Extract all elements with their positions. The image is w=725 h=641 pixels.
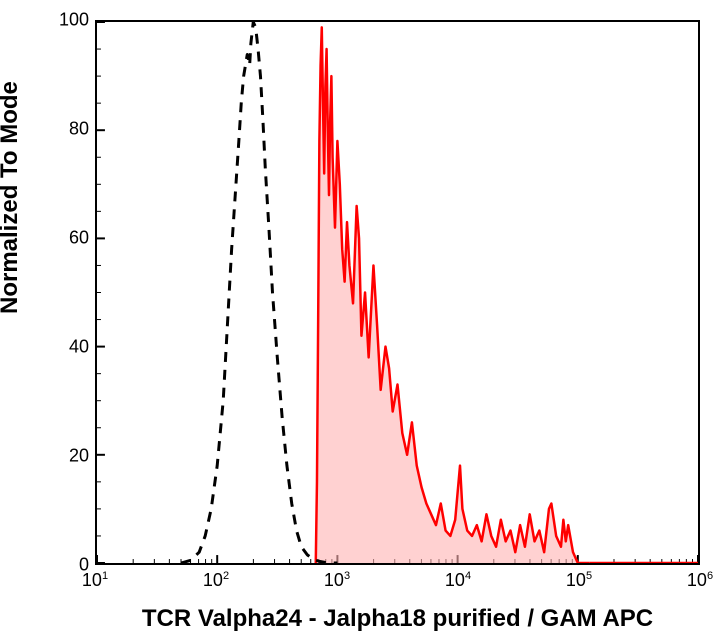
x-tick-label: 106 <box>687 570 713 591</box>
x-tick-label: 103 <box>324 570 350 591</box>
y-tick-label: 20 <box>69 446 89 467</box>
y-tick-label: 60 <box>69 228 89 249</box>
plot-area <box>95 20 700 565</box>
sample-histogram-fill <box>316 27 590 563</box>
plot-svg <box>97 22 698 563</box>
y-tick-label: 40 <box>69 337 89 358</box>
flow-cytometry-histogram: Normalized To Mode 020406080100 10110210… <box>0 0 725 641</box>
y-tick-label: 100 <box>59 10 89 31</box>
control-histogram-line <box>181 22 337 563</box>
x-tick-label: 101 <box>82 570 108 591</box>
y-tick-label: 80 <box>69 119 89 140</box>
x-tick-label: 105 <box>566 570 592 591</box>
x-tick-label: 102 <box>203 570 229 591</box>
y-axis-label: Normalized To Mode <box>0 81 24 314</box>
x-tick-label: 104 <box>445 570 471 591</box>
x-axis-label: TCR Valpha24 - Jalpha18 purified / GAM A… <box>90 605 705 633</box>
